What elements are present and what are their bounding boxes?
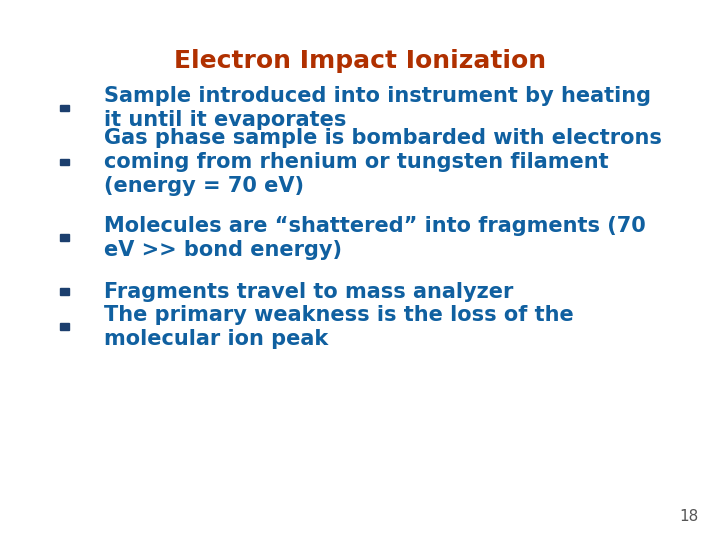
Text: The primary weakness is the loss of the
molecular ion peak: The primary weakness is the loss of the … [104, 305, 574, 349]
Bar [60, 288, 69, 295]
Text: Electron Impact Ionization: Electron Impact Ionization [174, 49, 546, 72]
Bar [60, 105, 69, 111]
Text: 18: 18 [679, 509, 698, 524]
Text: Gas phase sample is bombarded with electrons
coming from rhenium or tungsten fil: Gas phase sample is bombarded with elect… [104, 128, 662, 196]
Bar [60, 159, 69, 165]
Bar [60, 323, 69, 330]
Text: Sample introduced into instrument by heating
it until it evaporates: Sample introduced into instrument by hea… [104, 86, 652, 130]
Text: Molecules are “shattered” into fragments (70
eV >> bond energy): Molecules are “shattered” into fragments… [104, 215, 646, 260]
Text: Fragments travel to mass analyzer: Fragments travel to mass analyzer [104, 281, 514, 302]
Bar [60, 234, 69, 241]
